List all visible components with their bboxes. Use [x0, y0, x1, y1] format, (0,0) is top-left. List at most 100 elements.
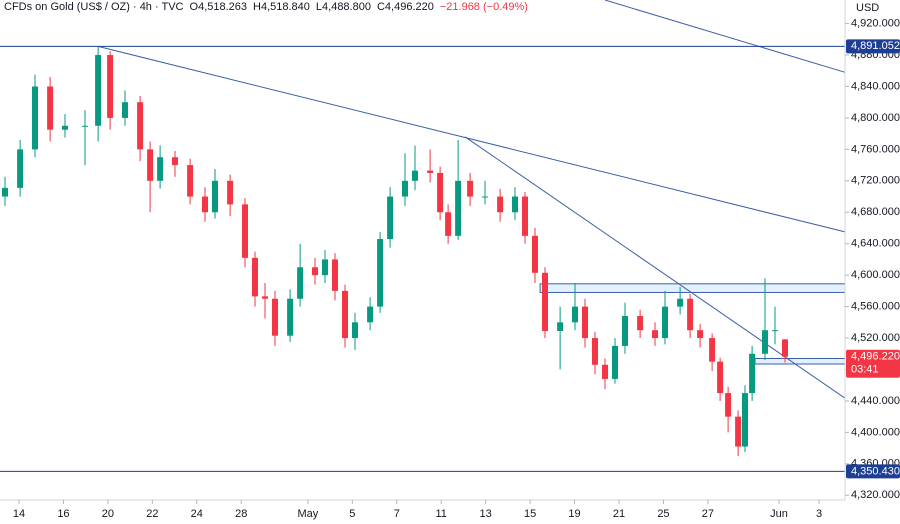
candle-body	[662, 306, 668, 339]
price-tag-label: 4,350.430	[851, 465, 900, 477]
candle-body	[187, 165, 194, 197]
zone	[754, 357, 846, 365]
candle-body	[709, 338, 716, 362]
x-tick-label: 14	[13, 508, 25, 520]
y-tick-label: 4,920.000	[851, 17, 900, 29]
candle-body	[212, 180, 218, 213]
ohlc-value: −21.968 (−0.49%)	[440, 1, 528, 13]
candle-body	[387, 196, 394, 239]
candle-body	[445, 212, 452, 236]
y-tick-label: 4,800.000	[851, 112, 900, 124]
candle-body	[377, 238, 384, 307]
candle-body	[749, 353, 756, 394]
candle-body	[322, 259, 328, 276]
y-tick-label: 4,440.000	[851, 395, 900, 407]
candle-body	[497, 196, 504, 213]
x-tick-label: 7	[394, 508, 400, 520]
y-tick-label: 4,720.000	[851, 175, 900, 187]
candle-body	[17, 149, 24, 188]
x-tick-label: 16	[57, 508, 69, 520]
candle-body	[735, 416, 742, 447]
candle-body	[557, 322, 564, 331]
candle-body	[427, 170, 434, 173]
candle-body	[572, 306, 578, 323]
candle-body	[772, 330, 778, 332]
y-tick-label: 4,640.000	[851, 238, 900, 250]
y-tick-label: 4,400.000	[851, 426, 900, 438]
candle-body	[467, 180, 474, 197]
candle-body	[402, 180, 408, 197]
candle-body	[437, 172, 444, 213]
y-tick-label: 4,560.000	[851, 301, 900, 313]
candle-body	[637, 316, 644, 331]
candle-body	[107, 55, 114, 118]
y-tick-label: 4,840.000	[851, 80, 900, 92]
candle-body	[622, 316, 628, 346]
x-tick-label: 25	[657, 508, 669, 520]
candle-body	[725, 393, 732, 417]
x-tick-label: 19	[568, 508, 580, 520]
ohlc-value: O4,518.263	[190, 1, 248, 13]
currency-label: USD	[856, 2, 879, 14]
candle-body	[262, 296, 268, 299]
x-tick-label: 20	[102, 508, 114, 520]
candle-body	[137, 102, 144, 150]
ohlc-value: C4,496.220	[377, 1, 434, 13]
candle-body	[352, 322, 358, 339]
x-tick-label: 11	[436, 508, 447, 520]
candle-body	[202, 196, 208, 213]
candle-body	[582, 306, 588, 339]
candle-body	[157, 157, 164, 181]
x-tick-label: 24	[191, 508, 203, 520]
y-tick-label: 4,600.000	[851, 269, 900, 281]
countdown-label: 03:41	[851, 364, 879, 376]
time-axis-panel	[0, 500, 845, 524]
currency-backdrop	[846, 0, 900, 16]
price-tag-label: 4,496.220	[851, 351, 900, 363]
candle-body	[272, 298, 278, 336]
y-tick-label: 4,320.000	[851, 489, 900, 501]
y-tick-label: 4,520.000	[851, 332, 900, 344]
plot-area	[0, 0, 846, 472]
y-tick-label: 4,760.000	[851, 143, 900, 155]
candle-body	[512, 196, 518, 213]
candle-body	[252, 257, 258, 297]
candle-body	[227, 180, 234, 205]
x-tick-label: 5	[349, 508, 355, 520]
candle-body	[332, 259, 338, 291]
price-axis-panel	[845, 0, 900, 524]
x-tick-label: 15	[524, 508, 536, 520]
x-tick-label: 13	[480, 508, 492, 520]
candle-body	[612, 345, 618, 379]
ohlc-value: H4,518.840	[253, 1, 310, 13]
candle-body	[32, 86, 38, 150]
x-tick-label: 3	[816, 508, 822, 520]
candle-body	[542, 272, 548, 331]
trend-line	[604, 0, 846, 73]
x-tick-label: 27	[702, 508, 714, 520]
candle-body	[522, 196, 528, 236]
candle-body	[677, 298, 684, 307]
candle-body	[652, 330, 658, 339]
price-tag	[846, 39, 900, 54]
x-tick-label: 22	[146, 508, 158, 520]
candle-body	[82, 125, 88, 127]
candle-body	[2, 187, 8, 197]
x-tick-label: 21	[613, 508, 625, 520]
x-tick-label: May	[297, 508, 318, 520]
candle-body	[762, 330, 768, 354]
candle-body	[532, 235, 538, 273]
candle-body	[287, 298, 294, 336]
candle-body	[367, 306, 374, 323]
candle-body	[455, 180, 462, 236]
candle-body	[297, 267, 304, 299]
candle-body	[342, 290, 348, 339]
candle-body	[742, 393, 748, 447]
candle-body	[312, 267, 318, 276]
x-tick-label: 28	[235, 508, 247, 520]
candle-body	[697, 330, 704, 339]
candle-body	[687, 298, 694, 331]
chart-title: CFDs on Gold (US$ / OZ) · 4h · TVC	[4, 1, 184, 13]
header-backdrop	[0, 0, 440, 15]
